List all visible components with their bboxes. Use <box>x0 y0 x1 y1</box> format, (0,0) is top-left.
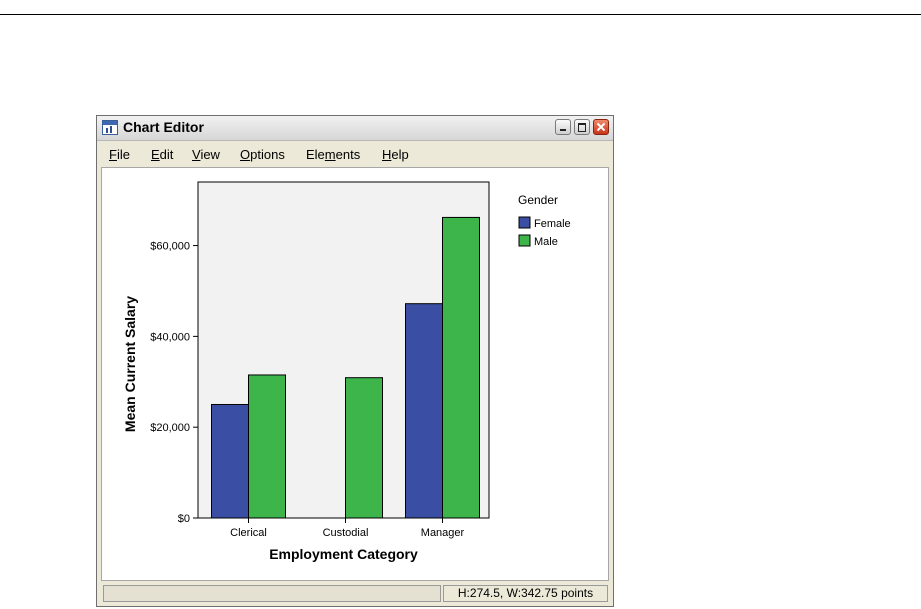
bar-male-clerical[interactable] <box>248 374 286 519</box>
title-bar[interactable]: Chart Editor <box>97 116 613 141</box>
menu-file[interactable]: File <box>109 147 130 162</box>
y-tick-label: $60,000 <box>150 241 190 253</box>
y-tick-label: $20,000 <box>150 422 190 434</box>
status-message <box>103 585 441 602</box>
menu-view[interactable]: View <box>192 147 220 162</box>
y-axis-label[interactable]: Mean Current Salary <box>122 296 138 432</box>
menu-options[interactable]: Options <box>240 147 285 162</box>
menu-help[interactable]: Help <box>382 147 409 162</box>
minimize-icon[interactable] <box>555 119 571 135</box>
status-bar: H:274.5, W:342.75 points <box>97 582 613 606</box>
bar-chart[interactable]: $0 $20,000 $40,000 $60,000 Clerical Custodia… <box>102 168 608 580</box>
legend-label-female: Female <box>534 218 571 230</box>
close-icon[interactable] <box>593 119 609 135</box>
menu-elements[interactable]: Elements <box>306 147 361 162</box>
menu-edit[interactable]: Edit <box>151 147 174 162</box>
chart-editor-window: Chart Editor File Edit View Options Elem… <box>96 115 614 607</box>
legend-swatch-male <box>518 234 531 247</box>
chart-editor-icon <box>102 120 118 135</box>
legend-label-male: Male <box>534 236 558 248</box>
bar-female-manager[interactable] <box>405 303 443 519</box>
bar-female-clerical[interactable] <box>211 403 249 519</box>
menu-bar: File Edit View Options Elements Help <box>97 141 613 167</box>
page-top-rule <box>0 14 921 15</box>
y-tick-label: $0 <box>178 513 190 525</box>
legend[interactable]: Gender Female Male <box>518 193 571 248</box>
legend-swatch-female <box>518 216 531 229</box>
x-tick-label: Manager <box>421 527 465 539</box>
bar-male-manager[interactable] <box>442 216 480 519</box>
maximize-icon[interactable] <box>574 119 590 135</box>
y-tick-label: $40,000 <box>150 331 190 343</box>
status-dimensions: H:274.5, W:342.75 points <box>443 585 608 602</box>
legend-title: Gender <box>518 193 558 207</box>
window-title: Chart Editor <box>123 119 204 135</box>
chart-canvas[interactable]: $0 $20,000 $40,000 $60,000 Clerical Custodia… <box>101 167 609 581</box>
bar-male-custodial[interactable] <box>345 377 383 519</box>
x-tick-label: Clerical <box>230 527 267 539</box>
x-axis-label[interactable]: Employment Category <box>269 546 418 562</box>
x-tick-label: Custodial <box>323 527 369 539</box>
